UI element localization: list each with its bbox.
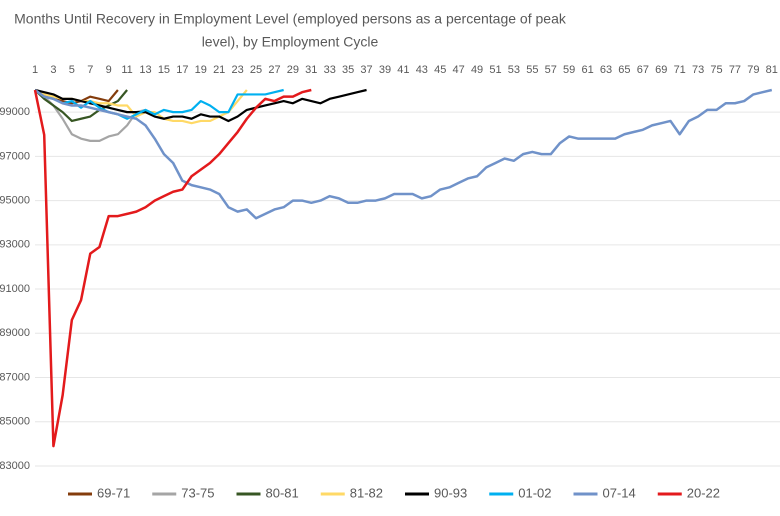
x-tick-label: 81 xyxy=(766,64,778,76)
x-tick-label: 49 xyxy=(471,64,483,76)
x-tick-label: 47 xyxy=(453,64,465,76)
y-tick-label: 0.83000 xyxy=(0,460,30,472)
x-tick-label: 27 xyxy=(268,64,280,76)
x-tick-label: 75 xyxy=(710,64,722,76)
legend-label: 73-75 xyxy=(181,485,214,500)
y-tick-label: 0.97000 xyxy=(0,150,30,162)
legend-label: 07-14 xyxy=(603,485,636,500)
x-tick-label: 19 xyxy=(195,64,207,76)
x-tick-label: 9 xyxy=(106,64,112,76)
x-tick-label: 79 xyxy=(747,64,759,76)
x-tick-label: 31 xyxy=(305,64,317,76)
legend-label: 81-82 xyxy=(350,485,383,500)
x-tick-label: 45 xyxy=(434,64,446,76)
x-tick-label: 53 xyxy=(508,64,520,76)
x-tick-label: 43 xyxy=(416,64,428,76)
x-tick-label: 21 xyxy=(213,64,225,76)
x-tick-label: 15 xyxy=(158,64,170,76)
legend-label: 01-02 xyxy=(518,485,551,500)
x-tick-label: 71 xyxy=(674,64,686,76)
x-tick-label: 3 xyxy=(50,64,56,76)
x-tick-label: 69 xyxy=(655,64,667,76)
series-line xyxy=(34,89,248,125)
series-line xyxy=(34,88,773,220)
legend-label: 80-81 xyxy=(266,485,299,500)
x-tick-label: 61 xyxy=(581,64,593,76)
x-tick-label: 25 xyxy=(250,64,262,76)
x-tick-label: 7 xyxy=(87,64,93,76)
x-tick-label: 55 xyxy=(526,64,538,76)
x-tick-label: 23 xyxy=(231,64,243,76)
y-tick-label: 0.99000 xyxy=(0,106,30,118)
y-tick-label: 0.93000 xyxy=(0,239,30,251)
x-tick-label: 37 xyxy=(360,64,372,76)
x-tick-label: 17 xyxy=(176,64,188,76)
x-tick-label: 29 xyxy=(287,64,299,76)
y-tick-label: 0.85000 xyxy=(0,416,30,428)
chart-title: Months Until Recovery in Employment Leve… xyxy=(14,11,567,27)
legend-label: 20-22 xyxy=(687,485,720,500)
legend-label: 69-71 xyxy=(97,485,130,500)
series-line xyxy=(34,88,367,123)
x-tick-label: 5 xyxy=(69,64,75,76)
series-line xyxy=(33,88,312,448)
y-tick-label: 0.91000 xyxy=(0,283,30,295)
y-tick-label: 0.87000 xyxy=(0,371,30,383)
legend-label: 90-93 xyxy=(434,485,467,500)
x-tick-label: 33 xyxy=(324,64,336,76)
chart-title: level), by Employment Cycle xyxy=(202,34,379,50)
x-tick-label: 63 xyxy=(600,64,612,76)
x-tick-label: 41 xyxy=(397,64,409,76)
x-tick-label: 11 xyxy=(121,64,132,76)
y-tick-label: 0.95000 xyxy=(0,194,30,206)
x-tick-label: 59 xyxy=(563,64,575,76)
x-tick-label: 73 xyxy=(692,64,704,76)
x-tick-label: 67 xyxy=(637,64,649,76)
x-tick-label: 65 xyxy=(618,64,630,76)
x-tick-label: 35 xyxy=(342,64,354,76)
y-tick-label: 0.89000 xyxy=(0,327,30,339)
x-tick-label: 77 xyxy=(729,64,741,76)
x-tick-label: 51 xyxy=(489,64,501,76)
x-tick-label: 39 xyxy=(379,64,391,76)
x-tick-label: 13 xyxy=(139,64,151,76)
x-tick-label: 1 xyxy=(32,64,38,76)
x-tick-label: 57 xyxy=(545,64,557,76)
